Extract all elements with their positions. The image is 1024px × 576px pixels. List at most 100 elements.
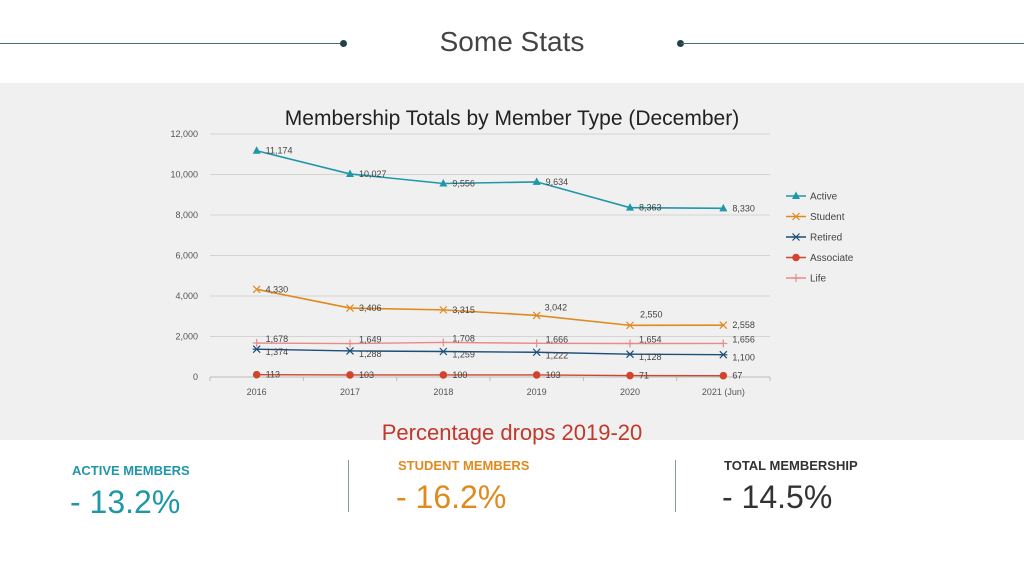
data-point-student: [532, 311, 541, 320]
legend-marker-retired: [792, 233, 800, 241]
series-line-life: [256, 341, 724, 345]
data-label-active: 10,027: [359, 169, 387, 179]
data-label-student: 2,558: [732, 320, 755, 330]
stat-divider-1: [348, 460, 349, 512]
legend-label-active: Active: [810, 192, 838, 203]
data-point-associate: [532, 371, 541, 379]
x-tick-label: 2021 (Jun): [702, 387, 745, 397]
data-label-retired: 1,222: [546, 350, 569, 360]
data-point-life: [252, 339, 261, 348]
chart-title: Membership Totals by Member Type (Decemb…: [285, 107, 739, 130]
data-point-life: [626, 339, 634, 348]
legend-marker-life: [792, 274, 800, 282]
x-tick-label: 2018: [433, 387, 453, 397]
data-point-active: [439, 178, 448, 187]
data-label-retired: 1,259: [452, 350, 475, 360]
header-line-left: [0, 43, 343, 44]
y-tick-label: 4,000: [175, 291, 198, 301]
stat-divider-2: [675, 460, 676, 512]
data-label-retired: 1,374: [266, 347, 289, 357]
data-label-life: 1,678: [266, 334, 289, 344]
header-line-right: [681, 43, 1024, 44]
total-membership-label: TOTAL MEMBERSHIP: [724, 458, 858, 473]
series-line-student: [256, 288, 724, 327]
data-label-active: 8,330: [732, 203, 755, 213]
data-point-life: [439, 338, 448, 347]
data-label-associate: 67: [732, 371, 742, 381]
y-tick-label: 8,000: [175, 210, 198, 220]
header-dot-right: [677, 40, 684, 47]
data-label-student: 2,550: [640, 309, 663, 319]
x-tick-label: 2016: [247, 387, 267, 397]
legend-marker-active: [792, 191, 800, 199]
data-label-retired: 1,128: [639, 352, 662, 362]
data-label-life: 1,654: [639, 335, 662, 345]
data-point-retired: [532, 348, 541, 357]
x-tick-label: 2017: [340, 387, 360, 397]
student-members-label: STUDENT MEMBERS: [398, 458, 530, 473]
data-point-active: [719, 203, 728, 212]
legend-marker-student: [792, 212, 800, 221]
data-label-active: 8,363: [639, 203, 662, 213]
data-label-life: 1,666: [546, 334, 569, 344]
data-point-student: [346, 304, 354, 312]
data-label-life: 1,656: [732, 334, 755, 344]
data-label-active: 9,556: [452, 178, 475, 188]
data-label-active: 9,634: [546, 177, 569, 187]
data-label-life: 1,708: [452, 333, 475, 343]
data-point-active: [532, 177, 541, 185]
data-label-associate: 100: [452, 370, 467, 380]
data-point-associate: [346, 371, 354, 379]
y-tick-label: 2,000: [175, 332, 198, 342]
data-label-active: 11,174: [266, 146, 293, 156]
y-tick-label: 12,000: [170, 129, 198, 139]
series-line-associate: [256, 374, 724, 377]
data-label-student: 3,315: [452, 305, 475, 315]
series-line-active: [256, 149, 724, 210]
data-point-life: [719, 339, 728, 348]
data-point-associate: [439, 371, 448, 379]
data-point-retired: [719, 350, 728, 359]
legend-label-life: Life: [810, 274, 827, 285]
legend-label-student: Student: [810, 212, 845, 223]
data-label-associate: 103: [546, 370, 561, 380]
data-label-associate: 71: [639, 371, 649, 381]
data-point-student: [626, 321, 634, 330]
data-point-active: [252, 146, 261, 154]
data-label-student: 3,406: [359, 303, 382, 313]
y-tick-label: 0: [193, 372, 198, 382]
data-point-associate: [252, 370, 261, 379]
active-members-label: ACTIVE MEMBERS: [72, 463, 190, 478]
y-tick-label: 6,000: [175, 251, 198, 261]
header-dot-left: [340, 40, 347, 47]
legend-label-associate: Associate: [810, 253, 854, 264]
data-label-associate: 113: [266, 370, 280, 380]
series-line-retired: [256, 348, 724, 356]
data-point-associate: [719, 371, 728, 380]
chart-panel: [0, 83, 1024, 440]
membership-line-chart: Membership Totals by Member Type (Decemb…: [170, 107, 854, 397]
data-point-retired: [439, 347, 448, 356]
total-membership-drop: - 14.5%: [722, 479, 833, 515]
data-point-active: [346, 169, 354, 177]
legend-label-retired: Retired: [810, 233, 842, 244]
data-label-associate: 103: [359, 370, 374, 380]
data-label-life: 1,649: [359, 335, 382, 345]
data-point-life: [346, 339, 354, 348]
legend-marker-associate: [792, 253, 800, 262]
data-point-student: [439, 305, 448, 314]
student-members-drop: - 16.2%: [396, 479, 507, 515]
data-point-student: [719, 321, 728, 330]
data-point-associate: [626, 371, 634, 380]
data-point-retired: [346, 346, 354, 355]
drops-title: Percentage drops 2019-20: [381, 420, 643, 445]
x-tick-label: 2020: [620, 387, 640, 397]
data-point-retired: [252, 345, 261, 354]
data-label-retired: 1,100: [732, 353, 755, 363]
page-title: Some Stats: [439, 26, 585, 57]
data-label-retired: 1,288: [359, 349, 382, 359]
x-tick-label: 2019: [527, 387, 547, 397]
data-label-student: 3,042: [545, 302, 568, 312]
data-label-student: 4,330: [266, 284, 289, 294]
active-members-drop: - 13.2%: [70, 484, 181, 520]
